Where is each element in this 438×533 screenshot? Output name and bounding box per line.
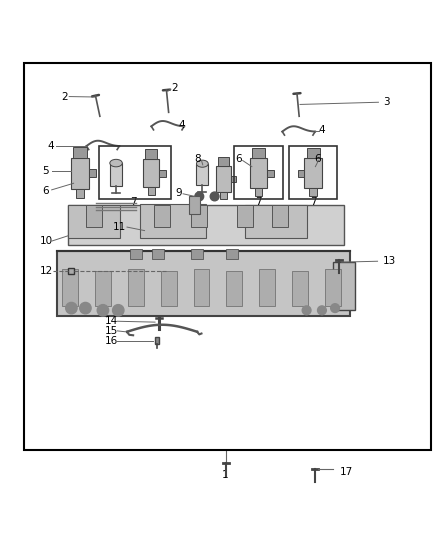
Bar [68, 205, 344, 245]
Circle shape [331, 304, 339, 312]
Text: 13: 13 [383, 256, 396, 266]
Bar [57, 251, 350, 316]
Text: 10: 10 [39, 236, 53, 246]
Bar [161, 271, 177, 306]
Bar [24, 63, 431, 450]
Text: 4: 4 [47, 141, 54, 151]
Circle shape [195, 192, 204, 201]
Circle shape [97, 304, 109, 316]
Text: 2: 2 [61, 92, 68, 102]
Bar [152, 249, 164, 259]
Bar [189, 197, 200, 214]
Bar [155, 337, 159, 344]
Bar [298, 169, 304, 177]
Bar [250, 158, 267, 188]
Bar [191, 205, 207, 227]
Bar [226, 271, 242, 306]
Text: 11: 11 [113, 222, 126, 232]
Bar [154, 205, 170, 227]
Bar [68, 268, 74, 274]
Bar [95, 271, 111, 306]
Text: 3: 3 [383, 97, 390, 107]
Text: 7: 7 [130, 197, 137, 207]
Ellipse shape [196, 160, 208, 167]
Bar [267, 169, 274, 177]
Bar [272, 205, 288, 227]
Bar [86, 205, 102, 227]
Bar [128, 269, 144, 306]
Bar [196, 164, 208, 185]
Bar [292, 271, 308, 306]
Text: 5: 5 [42, 166, 49, 176]
Circle shape [302, 306, 311, 314]
Text: 4: 4 [179, 120, 185, 130]
Bar [110, 163, 122, 186]
Text: 6: 6 [314, 154, 321, 164]
Bar [99, 146, 171, 199]
Bar [325, 269, 341, 306]
Circle shape [318, 306, 326, 314]
Bar [307, 148, 320, 158]
Bar [76, 189, 84, 198]
Text: 15: 15 [105, 326, 118, 336]
Bar [89, 169, 96, 177]
Text: 8: 8 [194, 154, 201, 164]
Bar [333, 262, 355, 310]
Bar [159, 169, 166, 177]
Bar [220, 192, 226, 199]
Text: 2: 2 [171, 83, 177, 93]
Bar [194, 269, 209, 306]
Circle shape [80, 302, 91, 314]
Circle shape [113, 304, 124, 316]
Bar [252, 148, 265, 158]
Text: 12: 12 [39, 266, 53, 276]
Text: 6: 6 [42, 185, 49, 196]
Bar [304, 158, 322, 188]
Text: 9: 9 [175, 188, 182, 198]
Bar [140, 204, 206, 238]
Circle shape [210, 192, 219, 201]
Bar [71, 158, 89, 189]
Bar [289, 146, 337, 199]
Bar [62, 269, 78, 306]
Text: 17: 17 [339, 467, 353, 478]
Bar [218, 157, 229, 166]
Bar [191, 249, 203, 259]
Text: 6: 6 [235, 154, 242, 164]
Bar [143, 159, 159, 188]
Text: 7: 7 [310, 197, 317, 207]
Text: 16: 16 [105, 336, 118, 346]
Text: 4: 4 [319, 125, 325, 135]
Bar [245, 205, 307, 238]
Bar [259, 269, 275, 306]
Bar [74, 147, 87, 158]
Bar [231, 176, 237, 182]
Bar [68, 205, 120, 238]
Bar [145, 149, 157, 159]
Text: 1: 1 [222, 470, 229, 480]
Bar [237, 205, 253, 227]
Circle shape [66, 302, 77, 314]
Bar [310, 188, 317, 197]
Bar [216, 166, 231, 192]
Ellipse shape [110, 159, 122, 167]
Bar [226, 249, 238, 259]
Bar [234, 146, 283, 199]
Bar [255, 188, 262, 197]
Text: 7: 7 [255, 197, 262, 207]
Text: 14: 14 [105, 316, 118, 326]
Bar [148, 188, 155, 195]
Bar [130, 249, 142, 259]
